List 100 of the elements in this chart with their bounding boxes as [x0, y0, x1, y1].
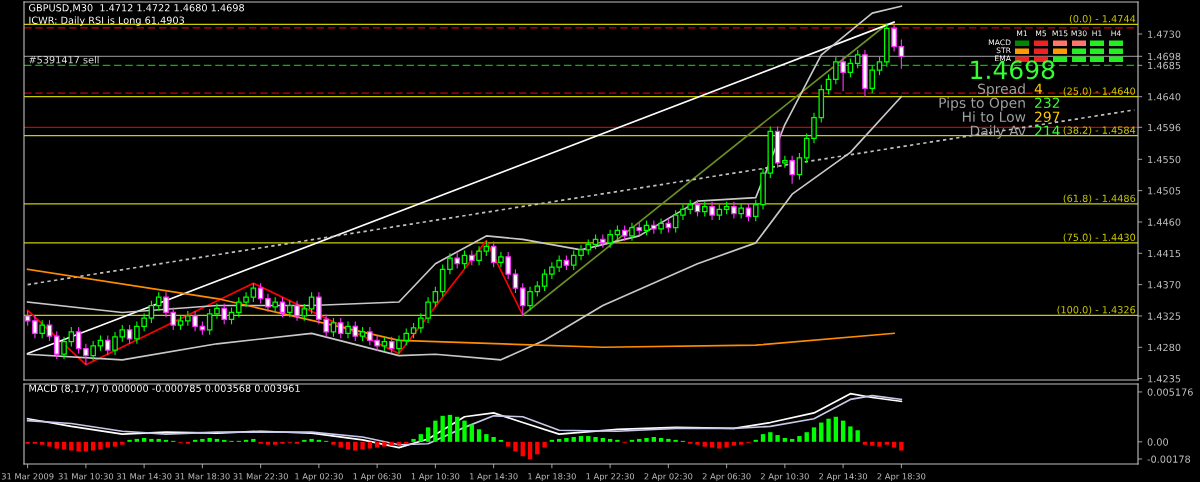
bar — [105, 441, 110, 448]
bar — [207, 437, 212, 442]
bar — [54, 441, 59, 449]
bar — [862, 441, 868, 445]
bar — [564, 437, 569, 442]
candlestick — [308, 291, 315, 315]
bar — [651, 437, 656, 442]
bar — [455, 416, 460, 442]
bar — [848, 426, 853, 442]
bar — [782, 437, 788, 442]
candlestick — [629, 222, 635, 242]
bar — [476, 429, 482, 442]
bar — [637, 438, 642, 442]
bar — [309, 438, 314, 442]
candlestick — [672, 209, 679, 233]
x-tick-label: 2 Apr 06:30 — [702, 473, 751, 482]
y-tick-label: 1.4730 — [1148, 30, 1181, 38]
bar — [112, 441, 118, 447]
bar — [513, 441, 518, 452]
candlestick — [869, 64, 876, 94]
bar — [418, 434, 423, 442]
candlestick — [352, 320, 359, 342]
bar — [731, 441, 737, 446]
bar — [833, 416, 839, 442]
y-tick-label: -0.00178 — [1147, 455, 1191, 463]
bar — [578, 436, 584, 442]
y-tick-label: 1.4415 — [1148, 249, 1181, 258]
candlestick — [498, 251, 504, 268]
annotation: (100.0) - 1.4326 — [1057, 305, 1136, 315]
bar — [98, 441, 103, 450]
bar — [695, 441, 700, 445]
line-series — [26, 268, 895, 349]
candlestick — [279, 296, 286, 318]
bar — [425, 427, 431, 442]
bar — [141, 437, 147, 442]
bar — [345, 441, 351, 450]
bar — [462, 420, 467, 442]
ref-line-label: #5391417 sell — [29, 55, 99, 64]
y-tick-label: 0.005176 — [1147, 388, 1193, 396]
candlestick — [833, 56, 839, 85]
y-tick-label: 1.4685 — [1148, 61, 1181, 70]
candlestick — [126, 324, 133, 345]
candlestick — [782, 155, 788, 169]
bar — [76, 441, 81, 452]
annotation: (38.2) - 1.4584 — [1063, 126, 1136, 135]
bar — [797, 436, 802, 442]
candlestick — [83, 343, 89, 366]
bar — [47, 441, 52, 447]
annotation: 232 — [1035, 97, 1060, 109]
candlestick — [745, 202, 752, 222]
candlestick — [447, 252, 453, 275]
bar — [884, 441, 889, 445]
bar — [411, 438, 416, 442]
bar — [156, 438, 161, 442]
text: ICWR: Daily RSI is Long 61.4903 — [29, 16, 185, 26]
bar — [214, 438, 220, 442]
candlestick — [541, 268, 548, 292]
x-tick-label: 1 Apr 02:30 — [295, 473, 343, 482]
bar — [396, 441, 402, 445]
annotation: (75.0) - 1.4430 — [1063, 233, 1136, 243]
bar — [338, 441, 343, 448]
x-tick-label: 2 Apr 18:30 — [877, 473, 926, 482]
x-tick-label: 2 Apr 02:30 — [644, 473, 693, 482]
candlestick — [898, 39, 905, 70]
bar — [251, 438, 256, 442]
x-tick-label: 1 Apr 06:30 — [353, 473, 402, 482]
bar — [666, 438, 671, 442]
candlestick — [337, 317, 344, 339]
annotation: Hi to Low — [962, 111, 1026, 123]
x-tick-label: 1 Apr 18:30 — [528, 473, 576, 482]
bar — [571, 437, 576, 442]
candlestick — [294, 300, 300, 322]
candlestick — [840, 56, 846, 92]
candlestick — [607, 229, 613, 249]
x-tick-label: 31 Mar 14:30 — [116, 473, 172, 480]
candlestick — [432, 286, 439, 308]
bar — [724, 441, 729, 448]
annotation: 4 — [1034, 83, 1043, 94]
bar — [593, 437, 598, 442]
bar — [149, 438, 154, 442]
x-tick-label: 2 Apr 14:30 — [819, 473, 868, 482]
y-tick-label: 1.4550 — [1148, 155, 1181, 164]
bar — [331, 441, 336, 445]
bar — [586, 436, 591, 442]
y-tick-label: 1.4370 — [1148, 281, 1181, 289]
bar — [826, 418, 831, 442]
y-tick-label: 1.4698 — [1148, 52, 1181, 61]
x-tick-label: 2 Apr 10:30 — [760, 473, 809, 482]
candlestick — [519, 282, 526, 316]
bar — [40, 441, 45, 445]
bar — [775, 435, 780, 442]
bar — [717, 441, 722, 449]
bar — [69, 441, 74, 451]
x-tick-label: 31 Mar 2009 — [1, 473, 54, 480]
bar — [855, 430, 860, 442]
bar — [134, 438, 140, 442]
annotation: Pips to Open — [939, 97, 1025, 111]
x-tick-label: 1 Apr 14:30 — [470, 473, 518, 482]
y-tick-label: 1.4505 — [1148, 187, 1181, 195]
candlestick — [192, 310, 198, 332]
